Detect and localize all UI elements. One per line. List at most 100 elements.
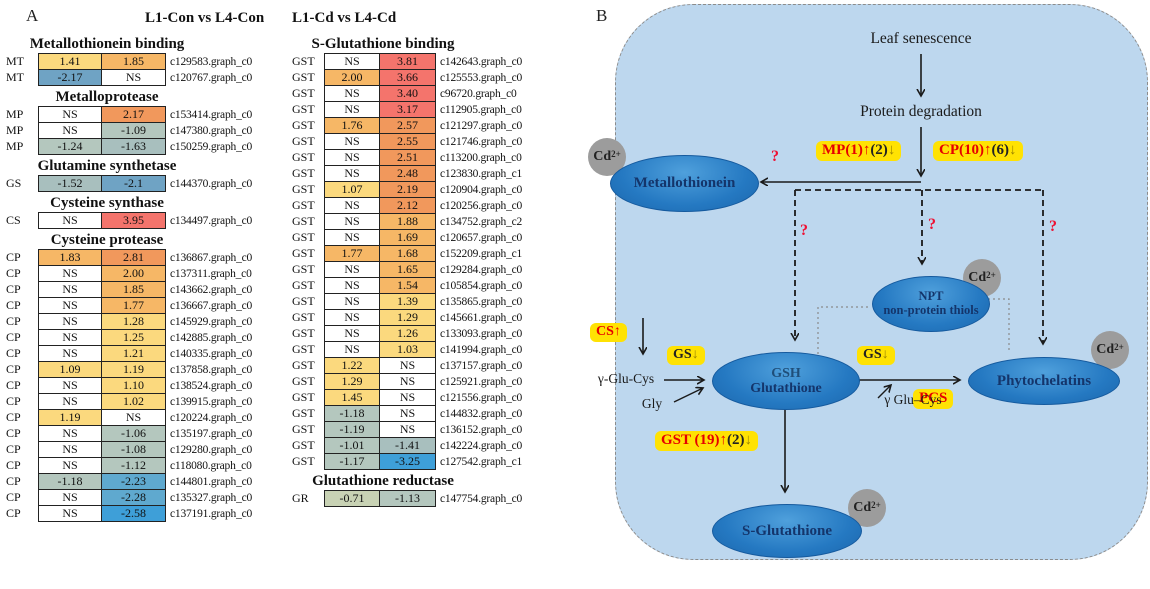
expression-cell-cd: 1.85 [101,53,166,70]
expression-cell-con: NS [324,229,380,246]
gene-symbol: MP [6,139,24,153]
gs-right-enzyme-box: GS↓ [857,346,895,365]
expression-cell-con: NS [324,325,380,342]
expression-cell-con: NS [38,489,102,506]
up-arrow-icon: ↑ [613,324,621,339]
expression-cell-con: NS [38,281,102,298]
gene-id: c129280.graph_c0 [170,443,253,456]
gene-id: c125553.graph_c0 [440,71,523,84]
table-row: GST 1.77 1.68 c152209.graph_c1 [290,245,522,262]
table-row: GR -0.71 -1.13 c147754.graph_c0 [290,490,522,507]
gene-symbol: CP [6,490,21,504]
gene-symbol: GST [292,230,315,244]
gene-id: c127542.graph_c1 [440,455,523,468]
expression-cell-cd: 1.77 [101,297,166,314]
gst-label: GST (19) [661,432,720,448]
expression-cell-con: NS [38,265,102,282]
expression-cell-con: NS [38,345,102,362]
table-row: CP NS 1.02 c139915.graph_c0 [4,393,252,410]
cd-ion-label: Cd [593,149,612,164]
expression-cell-cd: 1.85 [101,281,166,298]
mp-down-count: (2) [870,142,888,158]
table-row: CP NS 1.21 c140335.graph_c0 [4,345,252,362]
expression-cell-cd: 1.21 [101,345,166,362]
expression-cell-con: NS [38,122,102,139]
down-arrow-icon: ↓ [1009,142,1017,158]
gene-id: c134752.graph_c2 [440,215,523,228]
expression-cell-con: 1.29 [324,373,380,390]
gamma-glu-cys-left-label: γ-Glu-Cys [597,371,655,386]
gene-id: c129284.graph_c0 [440,263,523,276]
cp-label: CP(10) [939,142,984,158]
expression-cell-con: NS [324,277,380,294]
gene-id: c125921.graph_c0 [440,375,523,388]
gs-label: GS [673,347,692,362]
table-column-right: S-Glutathione binding GST NS 3.81 c142643.gr… [290,33,522,507]
expression-cell-cd: -1.13 [379,490,436,507]
gene-symbol: GST [292,326,315,340]
expression-cell-con: NS [38,425,102,442]
panel-b-pathway-diagram: B Lea [588,0,1150,589]
gene-symbol: GST [292,438,315,452]
expression-cell-cd: 3.40 [379,85,436,102]
gene-id: c135197.graph_c0 [170,427,253,440]
cd-ion-charge: 2+ [611,149,621,159]
table-row: GS -1.52 -2.1 c144370.graph_c0 [4,175,252,192]
gene-id: c145661.graph_c0 [440,311,523,324]
section-title: S-Glutathione binding [311,36,455,52]
expression-cell-con: -1.01 [324,437,380,454]
table-row: MP -1.24 -1.63 c150259.graph_c0 [4,138,252,155]
expression-cell-con: 2.00 [324,69,380,86]
up-arrow-icon: ↑ [984,142,992,158]
gene-id: c142885.graph_c0 [170,331,253,344]
expression-cell-cd: NS [379,405,436,422]
expression-cell-con: 1.76 [324,117,380,134]
gene-symbol: GST [292,294,315,308]
phytochelatins-label: Phytochelatins [996,372,1092,389]
table-row: CS NS 3.95 c134497.graph_c0 [4,212,252,229]
gs-label: GS [863,347,882,362]
section-title: Glutathione reductase [312,473,454,489]
gene-symbol: CP [6,378,21,392]
expression-cell-cd: 2.51 [379,149,436,166]
gene-symbol: GR [292,491,309,505]
expression-cell-cd: 2.81 [101,249,166,266]
pcs-label: PCS [919,390,948,406]
table-row: GST 1.76 2.57 c121297.graph_c0 [290,117,522,134]
gene-symbol: GST [292,342,315,356]
gst-down-count: (2) [726,432,745,448]
gene-symbol: CP [6,426,21,440]
table-row: GST -1.01 -1.41 c142224.graph_c0 [290,437,522,454]
gene-symbol: GST [292,118,315,132]
leaf-senescence-label: Leaf senescence [870,30,972,47]
table-row: GST NS 3.40 c96720.graph_c0 [290,85,522,102]
gene-id: c147380.graph_c0 [170,124,253,137]
gene-symbol: GST [292,70,315,84]
gene-symbol: GS [6,176,22,190]
gene-id: c120657.graph_c0 [440,231,523,244]
question-mark: ? [771,148,779,165]
gene-id: c136152.graph_c0 [440,423,523,436]
expression-cell-cd: 1.26 [379,325,436,342]
expression-cell-con: 1.09 [38,361,102,378]
table-row: GST NS 3.81 c142643.graph_c0 [290,53,522,70]
phytochelatins-node: Phytochelatins [968,357,1120,405]
expression-cell-cd: NS [101,69,166,86]
expression-cell-cd: 3.17 [379,101,436,118]
gene-id: c137191.graph_c0 [170,507,253,520]
table-row: GST NS 2.48 c123830.graph_c1 [290,165,522,182]
gene-id: c129583.graph_c0 [170,55,253,68]
table-row: GST NS 3.17 c112905.graph_c0 [290,101,522,118]
gene-id: c137157.graph_c0 [440,359,523,372]
gene-id: c120256.graph_c0 [440,199,523,212]
expression-cell-con: -1.52 [38,175,102,192]
expression-cell-cd: 2.55 [379,133,436,150]
expression-cell-cd: -2.1 [101,175,166,192]
gene-symbol: GST [292,166,315,180]
table-row: GST 1.45 NS c121556.graph_c0 [290,389,522,406]
expression-cell-cd: -1.41 [379,437,436,454]
gene-symbol: GST [292,182,315,196]
table-row: GST NS 1.03 c141994.graph_c0 [290,341,522,358]
expression-cell-con: -1.18 [324,405,380,422]
table-row: MT 1.41 1.85 c129583.graph_c0 [4,53,252,70]
